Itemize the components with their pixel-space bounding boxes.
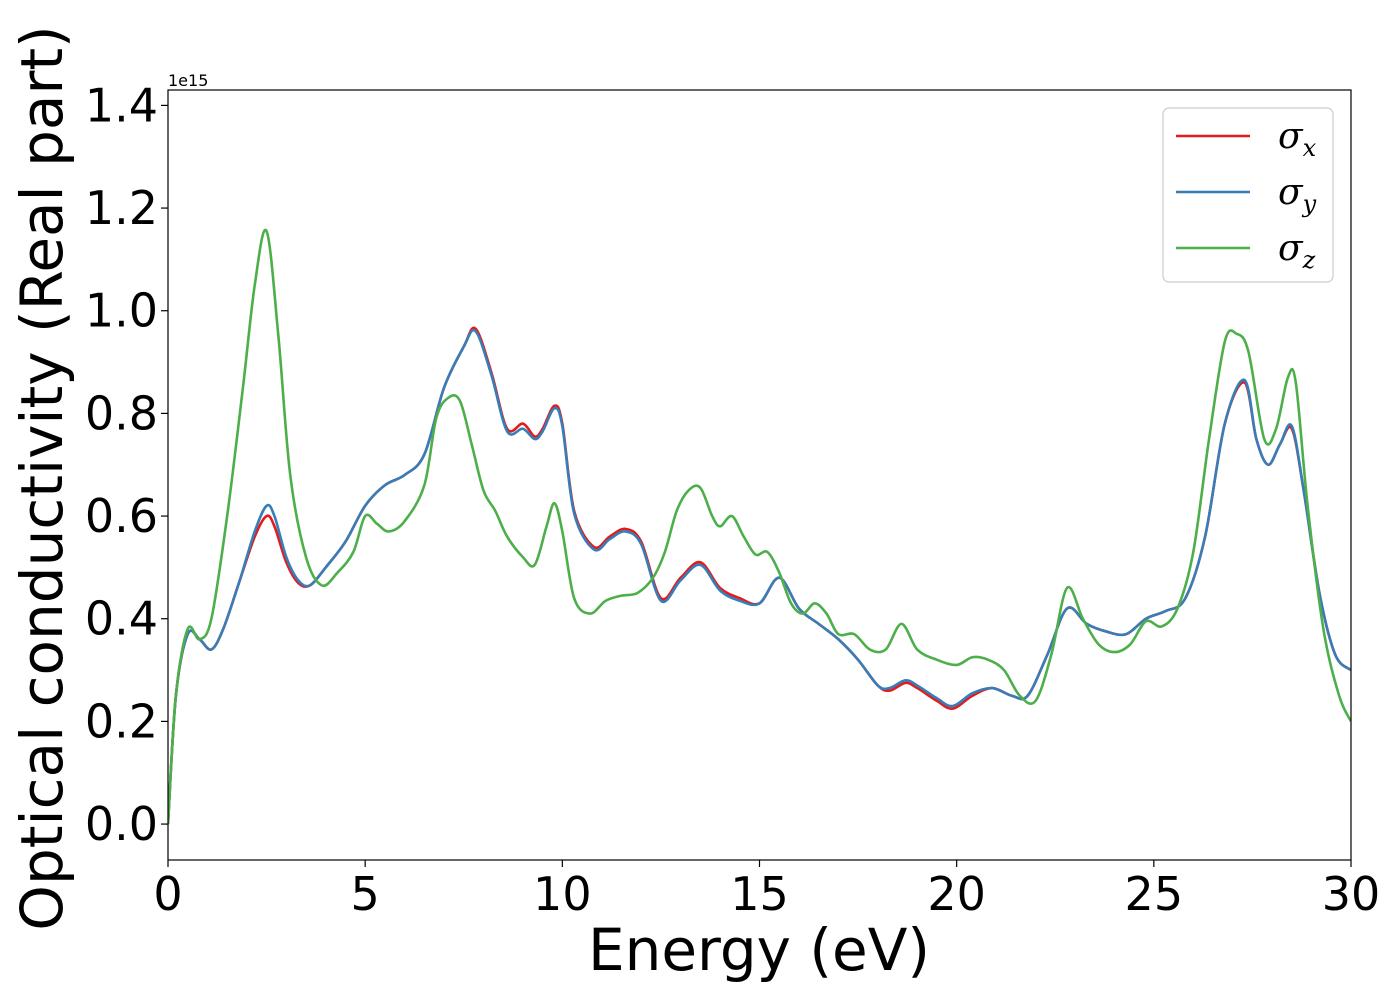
y-tick-label: 1.2 <box>85 181 158 235</box>
x-axis: 0 5 10 15 20 25 30 <box>153 860 1380 921</box>
legend-subscript: x <box>1303 134 1317 162</box>
x-axis-title: Energy (eV) <box>588 916 930 984</box>
legend-symbol: σ <box>1278 228 1304 269</box>
series-line-x <box>168 326 1351 825</box>
legend-symbol: σ <box>1278 172 1304 213</box>
legend-box <box>1162 107 1334 283</box>
legend-symbol: σ <box>1278 116 1304 157</box>
x-tick-label: 20 <box>927 867 986 921</box>
y-offset-label: 1e15 <box>168 71 208 90</box>
x-tick-label: 10 <box>533 867 592 921</box>
series-line-y <box>168 328 1351 825</box>
y-tick-label: 1.4 <box>85 78 158 132</box>
x-tick-label: 0 <box>153 867 182 921</box>
y-tick-label: 0.6 <box>85 489 158 543</box>
legend-label-y: σy <box>1278 172 1317 218</box>
series-layer <box>168 228 1351 825</box>
y-axis-title: Optical conductivity (Real part) <box>8 25 76 930</box>
y-axis: 0.0 0.2 0.4 0.6 0.8 1.0 1.2 1.4 <box>85 78 168 851</box>
legend-subscript: z <box>1302 246 1316 274</box>
x-tick-label: 30 <box>1322 867 1381 921</box>
legend-label-z: σz <box>1278 228 1316 274</box>
y-tick-label: 0.0 <box>85 797 158 851</box>
y-tick-label: 0.8 <box>85 386 158 440</box>
x-tick-label: 5 <box>351 867 380 921</box>
legend-label-x: σx <box>1278 116 1317 162</box>
series-line-z <box>168 228 1351 825</box>
y-tick-label: 1.0 <box>85 284 158 338</box>
x-tick-label: 25 <box>1125 867 1184 921</box>
legend-subscript: y <box>1302 190 1317 218</box>
y-tick-label: 0.2 <box>85 694 158 748</box>
x-tick-label: 15 <box>730 867 789 921</box>
y-tick-label: 0.4 <box>85 592 158 646</box>
